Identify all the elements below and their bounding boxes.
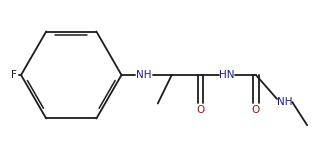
Text: NH: NH — [277, 97, 293, 107]
Text: NH: NH — [136, 70, 152, 80]
Text: F: F — [11, 70, 17, 80]
Text: O: O — [197, 105, 205, 115]
Text: O: O — [252, 105, 260, 115]
Text: HN: HN — [219, 70, 235, 80]
